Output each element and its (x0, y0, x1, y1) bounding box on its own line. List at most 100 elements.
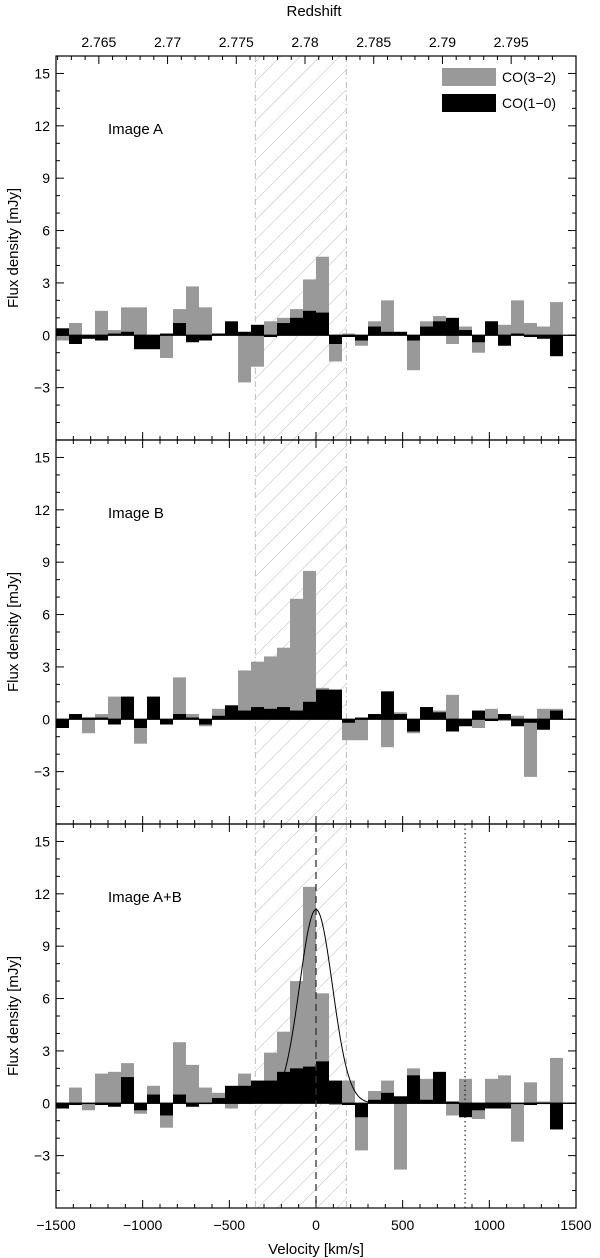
bar-co32 (511, 1103, 524, 1142)
y-tick-label: 3 (42, 659, 50, 675)
bar-co32 (199, 307, 212, 336)
bar-co10 (407, 1075, 420, 1104)
bar-co10 (134, 1103, 147, 1111)
bar-co10 (407, 335, 420, 341)
redshift-tick-label: 2.785 (356, 34, 391, 50)
bar-co10 (69, 1103, 82, 1106)
bar-co10 (381, 331, 394, 336)
y-tick-label: 9 (42, 938, 50, 954)
bar-co10 (550, 335, 563, 357)
bar-co10 (459, 330, 472, 336)
bar-co32 (56, 335, 69, 341)
bar-co10 (316, 689, 329, 720)
bar-co10 (472, 710, 485, 720)
bar-co10 (459, 719, 472, 727)
bar-co32 (537, 1101, 550, 1104)
bar-co10 (342, 1103, 355, 1106)
bar-co32 (95, 310, 108, 336)
y-tick-label: 9 (42, 554, 50, 570)
bar-co10 (264, 335, 277, 338)
bar-co10 (511, 333, 524, 336)
bar-co10 (316, 1061, 329, 1104)
bar-co32 (277, 647, 290, 720)
bar-co10 (433, 321, 446, 336)
bar-co10 (537, 719, 550, 730)
bar-co10 (173, 323, 186, 336)
y-tick-label: 3 (42, 275, 50, 291)
bar-co32 (186, 286, 199, 336)
y-tick-label: 0 (42, 711, 50, 727)
bar-co10 (550, 1103, 563, 1130)
bar-co10 (121, 331, 134, 336)
legend-label-co32: CO(3−2) (502, 69, 556, 85)
y-axis-title: Flux density [mJy] (5, 188, 22, 308)
redshift-tick-label: 2.775 (219, 34, 254, 50)
bar-co10 (134, 335, 147, 350)
x-tick-label: 500 (391, 1217, 415, 1233)
bar-co32 (381, 719, 394, 748)
x-tick-label: 1500 (560, 1217, 591, 1233)
panel-image-a-plus-b: −3 0 3 6 9 12 15 −1500 −1000 −500 0 500 1000 1500 Flux… (5, 823, 592, 1233)
bar-co10 (56, 1103, 69, 1109)
panel-label: Image B (108, 505, 164, 522)
bar-co32 (290, 598, 303, 720)
bar-co10 (420, 1099, 433, 1104)
bar-co10 (303, 1066, 316, 1104)
bar-co10 (173, 1094, 186, 1104)
y-axis-title: Flux density [mJy] (5, 956, 22, 1076)
bar-co10 (498, 335, 511, 346)
redshift-tick-label: 2.765 (81, 34, 116, 50)
y-tick-label: 6 (42, 607, 50, 623)
bar-co32 (485, 708, 498, 720)
bar-co32 (537, 708, 550, 720)
bar-co10 (147, 1094, 160, 1104)
bar-co10 (550, 710, 563, 720)
bar-co10 (394, 331, 407, 336)
bar-co32 (524, 1082, 537, 1104)
bar-co10 (147, 335, 160, 350)
bar-co10 (290, 710, 303, 720)
x-tick-label: 0 (312, 1217, 320, 1233)
bar-co10 (394, 1096, 407, 1104)
panel-label: Image A (108, 121, 163, 138)
bar-co10 (355, 335, 368, 341)
bar-co32 (134, 307, 147, 336)
bar-co10 (147, 696, 160, 720)
y-tick-label: 12 (34, 886, 50, 902)
y-tick-label: 15 (34, 449, 50, 465)
bar-co10 (160, 333, 173, 336)
bar-co10 (225, 1085, 238, 1104)
bar-co10 (186, 1103, 199, 1107)
redshift-tick-label: 2.795 (494, 34, 529, 50)
bar-co10 (329, 1080, 342, 1104)
bar-co10 (485, 719, 498, 722)
bar-co32 (212, 708, 225, 720)
legend-swatch-co32 (442, 68, 496, 86)
bar-co10 (186, 335, 199, 343)
bar-co32 (173, 1042, 186, 1104)
bar-co32 (498, 719, 511, 722)
bar-co10 (69, 335, 82, 344)
bar-co32 (160, 335, 173, 358)
bar-co10 (355, 717, 368, 720)
bar-co10 (251, 707, 264, 720)
bar-co10 (56, 328, 69, 336)
bar-co32 (459, 1078, 472, 1104)
bar-co32 (355, 719, 368, 741)
bar-co32 (511, 300, 524, 336)
bar-co10 (108, 333, 121, 336)
bar-co10 (394, 714, 407, 720)
bar-co10 (121, 696, 134, 720)
bar-co10 (303, 701, 316, 720)
bar-co10 (420, 707, 433, 720)
bar-co10 (95, 335, 108, 341)
bar-co10 (485, 321, 498, 336)
bar-co32 (446, 335, 459, 344)
bar-co32 (420, 1078, 433, 1104)
legend-swatch-co10 (442, 94, 496, 112)
redshift-tick-label: 2.77 (154, 34, 181, 50)
bar-co10 (368, 714, 381, 720)
bar-co32 (108, 696, 121, 720)
bar-co10 (524, 719, 537, 723)
bar-co10 (82, 335, 95, 339)
